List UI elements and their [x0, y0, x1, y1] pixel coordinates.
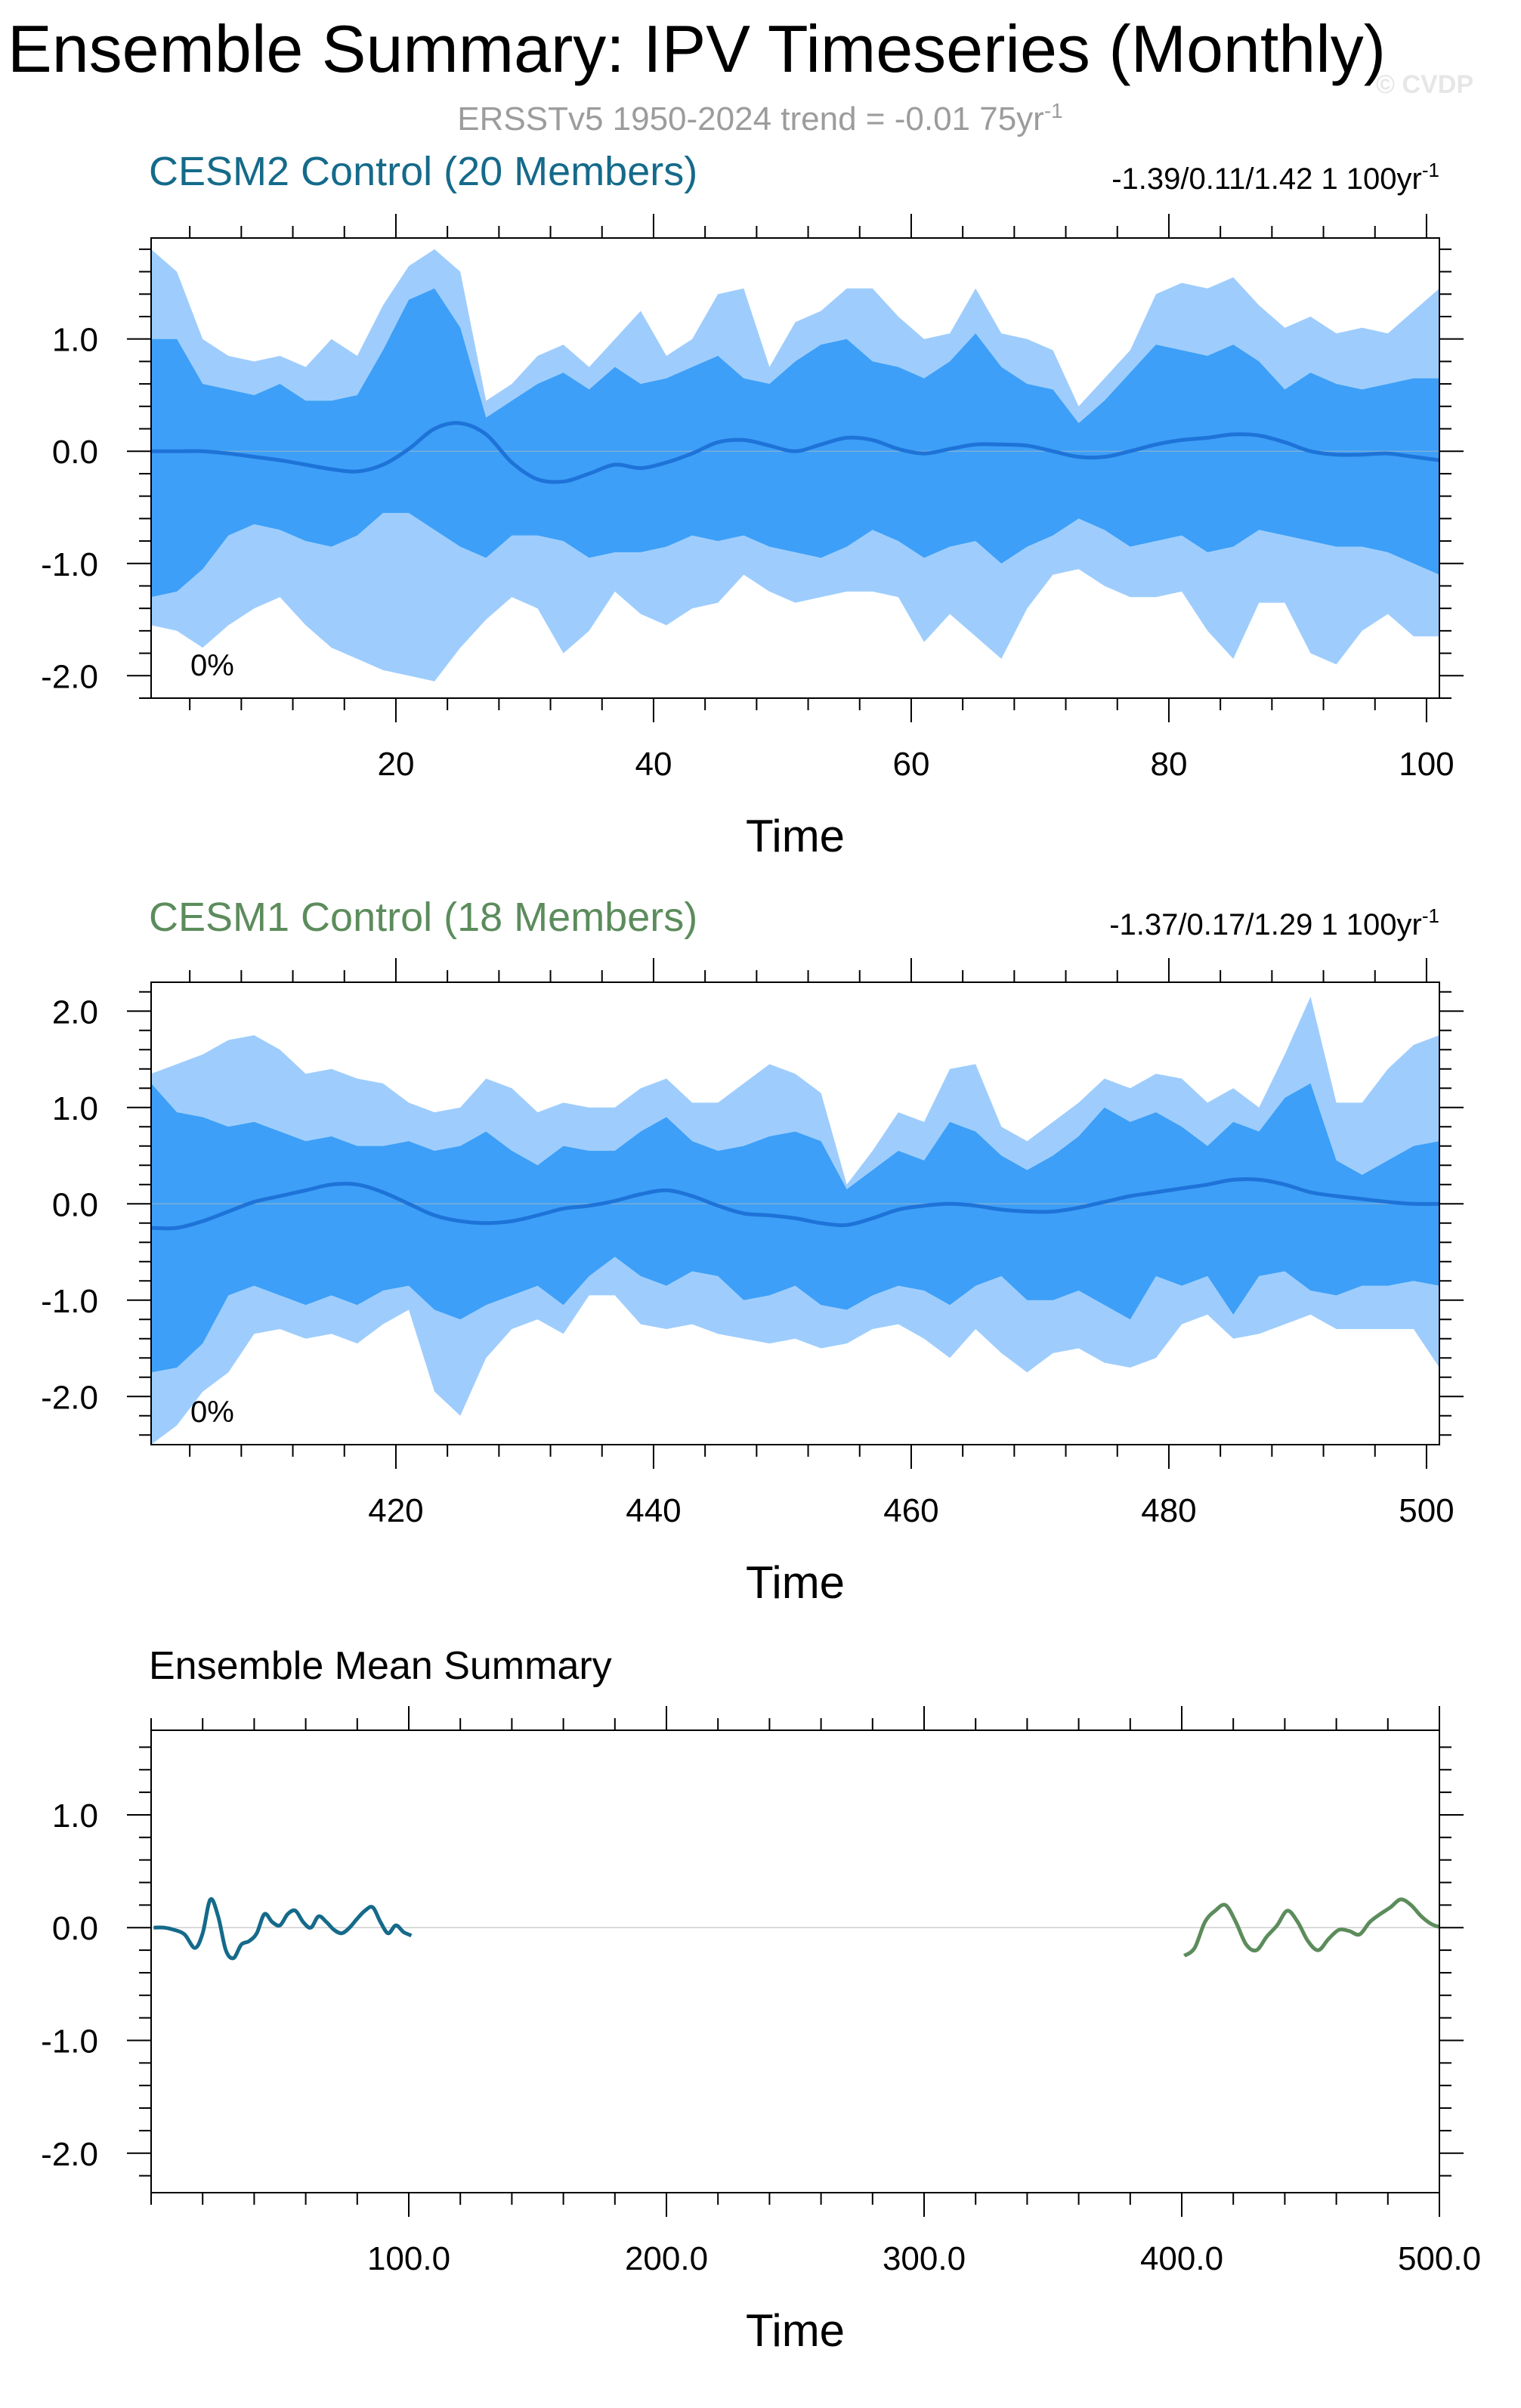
- x-tick-label: 300.0: [883, 2240, 966, 2277]
- axis-ticks: [127, 1706, 1464, 2217]
- subtitle-superscript: -1: [1044, 99, 1063, 122]
- x-tick-label: 100.0: [367, 2240, 450, 2277]
- watermark: © CVDP: [1376, 70, 1473, 99]
- ensemble-mean-line: [151, 421, 1439, 484]
- y-tick-label: -2.0: [41, 1379, 98, 1416]
- y-tick-label: -2.0: [41, 2136, 98, 2173]
- x-tick-label: 420: [368, 1492, 423, 1529]
- x-tick-label: 80: [1150, 746, 1187, 783]
- plot-frame: [150, 1729, 1440, 2193]
- plot-area: [151, 997, 1439, 1445]
- y-tick-label: 1.0: [52, 1090, 98, 1127]
- y-tick-label: 0.0: [52, 1186, 98, 1223]
- subtitle-text: ERSSTv5 1950-2024 trend = -0.01 75yr: [457, 100, 1044, 138]
- stats-text: -1.39/0.11/1.42 1 100yr: [1111, 162, 1422, 196]
- mean-series-line-2: [1182, 1897, 1439, 1958]
- panel-cesm2: CESM2 Control (20 Members) -1.39/0.11/1.4…: [41, 149, 1464, 861]
- page-subtitle: ERSSTv5 1950-2024 trend = -0.01 75yr-1: [457, 99, 1062, 138]
- y-tick-label: -1.0: [41, 1283, 98, 1320]
- x-tick-label: 200.0: [625, 2240, 708, 2277]
- percent-annotation: 0%: [190, 1396, 234, 1429]
- x-tick-label: 100: [1399, 746, 1454, 783]
- x-tick-label: 480: [1141, 1492, 1196, 1529]
- panel-cesm1: CESM1 Control (18 Members) -1.37/0.17/1.2…: [41, 895, 1464, 1608]
- axis-ticks: [127, 958, 1464, 1469]
- stats-text: -1.37/0.17/1.29 1 100yr: [1109, 908, 1422, 941]
- mean-series-line-1: [153, 1896, 413, 1961]
- x-axis-label: Time: [746, 811, 845, 861]
- x-tick-label: 500: [1399, 1492, 1454, 1529]
- page-title: Ensemble Summary: IPV Timeseries (Monthl…: [8, 11, 1386, 86]
- y-tick-label: -1.0: [41, 2023, 98, 2060]
- plot-area: [151, 249, 1439, 682]
- panel-title: CESM2 Control (20 Members): [149, 149, 697, 194]
- x-axis-label: Time: [746, 2305, 845, 2356]
- stats-superscript: -1: [1422, 904, 1439, 927]
- axis-ticks: [127, 214, 1464, 722]
- stats-superscript: -1: [1422, 159, 1439, 181]
- y-tick-label: -2.0: [41, 658, 98, 695]
- panel-stats: -1.37/0.17/1.29 1 100yr-1: [1109, 904, 1439, 941]
- panel-ensemble-mean: Ensemble Mean Summary -2.0 -1.0 0.0 1.0 100.0…: [41, 1644, 1481, 2356]
- plot-area: [151, 1896, 1439, 1961]
- ensemble-mean-line: [151, 1177, 1439, 1231]
- x-tick-label: 40: [635, 746, 672, 783]
- inner-band-p25-p75: [151, 1083, 1439, 1373]
- y-tick-label: 1.0: [52, 322, 98, 359]
- panel-title: Ensemble Mean Summary: [149, 1644, 612, 1688]
- x-tick-label: 500.0: [1398, 2240, 1481, 2277]
- y-tick-label: 0.0: [52, 1910, 98, 1947]
- plot-frame: [150, 237, 1440, 699]
- x-axis-label: Time: [746, 1557, 845, 1608]
- x-tick-label: 60: [892, 746, 929, 783]
- inner-band-p25-p75: [151, 288, 1439, 598]
- x-tick-label: 440: [626, 1492, 681, 1529]
- x-tick-label: 400.0: [1140, 2240, 1223, 2277]
- x-tick-label: 460: [883, 1492, 938, 1529]
- x-tick-label: 20: [377, 746, 414, 783]
- plot-frame: [150, 981, 1440, 1445]
- y-tick-label: -1.0: [41, 546, 98, 583]
- y-tick-label: 0.0: [52, 434, 98, 471]
- panel-title: CESM1 Control (18 Members): [149, 895, 697, 940]
- panel-stats: -1.39/0.11/1.42 1 100yr-1: [1111, 159, 1439, 196]
- y-tick-label: 2.0: [52, 994, 98, 1031]
- percent-annotation: 0%: [190, 649, 234, 682]
- y-tick-label: 1.0: [52, 1797, 98, 1835]
